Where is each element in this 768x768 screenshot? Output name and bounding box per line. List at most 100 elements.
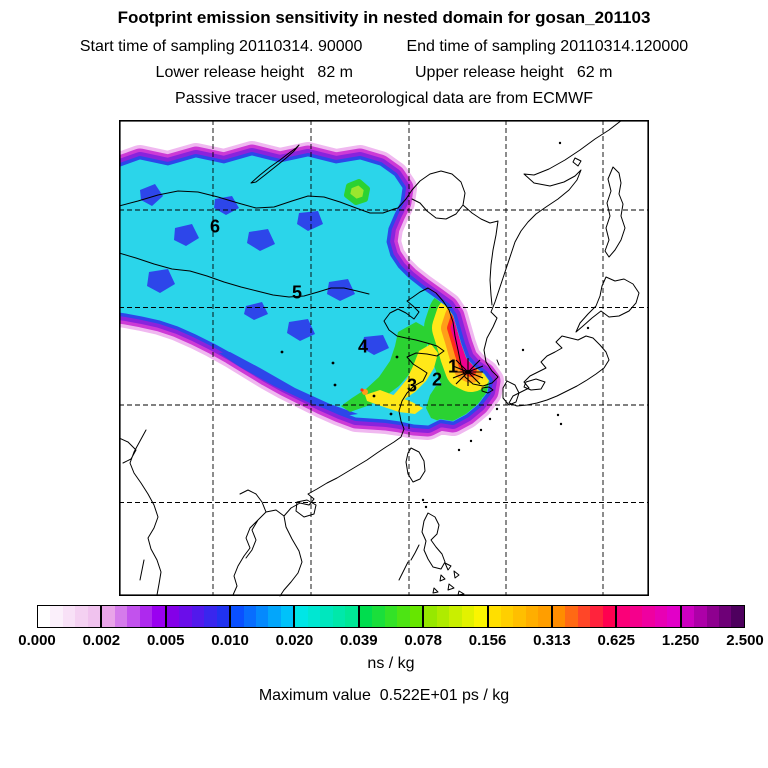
colorbar-cell — [38, 606, 51, 627]
colorbar-cell — [642, 606, 655, 627]
colorbar-cell — [102, 606, 115, 627]
kyushu — [502, 380, 520, 406]
mainland-asia-coast — [279, 120, 623, 597]
colorbar-cell — [256, 606, 269, 627]
colorbar-cell — [654, 606, 668, 627]
plume-blue-patches — [140, 184, 389, 416]
colorbar-cell — [307, 606, 321, 627]
colorbar-cell — [731, 606, 744, 627]
colorbar-cell — [166, 606, 180, 627]
colorbar-cell — [295, 606, 308, 627]
colorbar-cell — [216, 606, 230, 627]
luzon — [421, 512, 446, 570]
colorbar-cell — [204, 606, 217, 627]
colorbar — [37, 605, 745, 628]
colorbar-cell — [152, 606, 165, 627]
trajectory-label-3: 3 — [407, 375, 417, 395]
colorbar-tick-0.156: 0.156 — [468, 632, 507, 649]
colorbar-cell — [590, 606, 603, 627]
footprint-map: 123 4 5 6 — [119, 120, 649, 597]
hokkaido — [575, 276, 640, 333]
lake-baikal — [250, 144, 300, 184]
colorbar-segment-0.313 — [552, 606, 618, 627]
map-dots — [280, 141, 590, 509]
colorbar-cell — [345, 606, 358, 627]
colorbar-cell — [384, 606, 398, 627]
colorbar-cell — [488, 606, 501, 627]
colorbar-cell — [602, 606, 616, 627]
sakhalin-island — [604, 166, 626, 258]
trajectory-label-1: 1 — [448, 356, 458, 376]
colorbar-cell — [268, 606, 281, 627]
colorbar-cell — [552, 606, 566, 627]
colorbar-cell — [372, 606, 385, 627]
amur-border-loop — [397, 170, 466, 220]
colorbar-cell — [525, 606, 539, 627]
tsushima — [496, 359, 500, 366]
sampling-times-row: Start time of sampling 20110314. 90000 E… — [0, 38, 768, 56]
colorbar-cell — [436, 606, 450, 627]
colorbar-cell — [617, 606, 630, 627]
colorbar-cell — [565, 606, 578, 627]
colorbar-tick-0.010: 0.010 — [211, 632, 249, 649]
taiwan — [405, 447, 426, 483]
trajectory-label-6: 6 — [210, 216, 220, 236]
colorbar-tick-labels: 0.000 0.002 0.005 0.010 0.020 0.039 0.078 0.156… — [18, 632, 764, 650]
colorbar-cell — [139, 606, 153, 627]
colorbar-cell — [320, 606, 333, 627]
colorbar-cell — [191, 606, 205, 627]
trajectory-label-2: 2 — [432, 369, 442, 389]
colorbar-segment-0.039 — [359, 606, 425, 627]
end-time-text: End time of sampling 20110314.120000 — [406, 38, 689, 55]
start-time-text: Start time of sampling 20110314. 90000 — [79, 38, 363, 55]
colorbar-cell — [513, 606, 526, 627]
coastlines — [119, 120, 640, 597]
jeju-island — [481, 386, 494, 394]
colorbar-cell — [694, 606, 707, 627]
shikoku — [523, 378, 546, 391]
colorbar-cell — [87, 606, 101, 627]
hainan — [295, 499, 317, 518]
indochina-borders — [232, 489, 285, 596]
colorbar-segment-0.020 — [295, 606, 360, 627]
coast-red-speck — [360, 388, 364, 392]
colorbar-cell — [359, 606, 373, 627]
colorbar-tick-0.020: 0.020 — [275, 632, 314, 649]
colorbar-cell — [538, 606, 551, 627]
map-frame — [119, 120, 649, 596]
colorbar-segment-1.250 — [681, 606, 744, 627]
colorbar-tick-1.250: 1.250 — [661, 632, 700, 649]
colorbar-cell — [719, 606, 732, 627]
colorbar-unit-label: ns / kg — [367, 655, 415, 672]
plume-lime-streak — [344, 179, 370, 205]
colorbar-segment-0.002 — [102, 606, 167, 627]
plume-layers — [119, 156, 489, 425]
colorbar-cell — [629, 606, 643, 627]
colorbar-cell — [409, 606, 423, 627]
colorbar-segment-0.005 — [166, 606, 232, 627]
colorbar-cell — [424, 606, 437, 627]
philippine-islands — [398, 544, 465, 596]
myanmar-coast — [119, 429, 162, 596]
colorbar-segment-0.156 — [488, 606, 553, 627]
honshu — [508, 335, 610, 407]
colorbar-cell — [500, 606, 514, 627]
colorbar-cell — [706, 606, 719, 627]
colorbar-tick-0.625: 0.625 — [597, 632, 636, 649]
hot-yellow-arms — [365, 344, 438, 414]
colorbar-cell — [127, 606, 140, 627]
plot-title: Footprint emission sensitivity in nested… — [117, 8, 651, 27]
colorbar-segment-0.625 — [617, 606, 682, 627]
colorbar-cell — [332, 606, 346, 627]
lower-release-text: Lower release height 82 m — [155, 64, 353, 81]
colorbar-cell — [114, 606, 128, 627]
trajectory-label-4: 4 — [358, 336, 368, 356]
colorbar-cell — [474, 606, 487, 627]
trajectory-label-5: 5 — [292, 282, 302, 302]
colorbar-tick-0.005: 0.005 — [146, 632, 185, 649]
okhotsk-islet — [572, 157, 582, 167]
colorbar-cell — [243, 606, 257, 627]
colorbar-segment-0.000 — [38, 606, 103, 627]
colorbar-cell — [75, 606, 88, 627]
mongolia-south-border — [119, 252, 370, 298]
